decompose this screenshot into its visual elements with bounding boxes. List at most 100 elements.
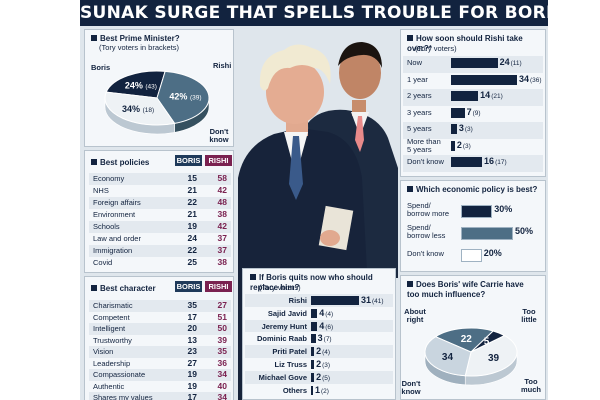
how-soon-bracket-more-than-5-years: (3)	[462, 142, 471, 150]
policies-rishi-nhs: 42	[217, 185, 227, 195]
character-row-band	[89, 300, 231, 312]
replace-bar-others	[311, 385, 313, 395]
policies-label-nhs: NHS	[93, 186, 109, 195]
replace-bar-priti-patel	[311, 347, 315, 357]
best-pm-bracket-boris: (43)	[145, 84, 157, 91]
replace-label-sajid-javid: Sajid Javid	[267, 308, 307, 318]
replace-value-others: 1(2)	[315, 385, 329, 395]
replace-value-liz-truss: 2(3)	[316, 359, 330, 369]
policies-rishi-schools: 42	[217, 221, 227, 231]
how-soon-bar-3-years	[451, 107, 465, 118]
bullet-square-icon	[250, 274, 256, 280]
character-boris-vision: 23	[187, 346, 197, 356]
carrie-value-too-little: 5	[484, 337, 490, 348]
replace-row-band	[245, 319, 393, 333]
policies-rishi-economy: 58	[217, 173, 227, 183]
replace-value-number-priti-patel: 2	[316, 346, 322, 357]
how-soon-value-2-years: 14(21)	[480, 90, 503, 100]
character-boris-charismatic: 35	[187, 300, 197, 310]
carrie-label-too-much-1: much	[521, 385, 541, 394]
economic-policy-bar-don-t-know	[461, 249, 482, 262]
carrie-label-about-right-1: right	[407, 315, 424, 324]
bullet-square-icon	[91, 35, 97, 41]
how-soon-bracket-3-years: (9)	[472, 109, 481, 117]
best-pm-value-don-t-know: 34% (18)	[122, 104, 154, 114]
carrie-label-too-little-0: Too	[522, 307, 536, 316]
economic-policy-panel: Which economic policy is best? Spend/bor…	[400, 180, 546, 272]
carrie-panel: Does Boris' wife Carrie have too much in…	[400, 275, 546, 400]
policies-row-band	[89, 173, 231, 185]
carrie-label-don-t-know-1: know	[401, 387, 420, 396]
character-label-vision: Vision	[93, 347, 114, 356]
carrie-value-about-right: 22	[461, 334, 473, 345]
replace-bar-jeremy-hunt	[311, 321, 318, 331]
replace-label-dominic-raab: Dominic Raab	[256, 334, 307, 344]
best-pm-label-boris: Boris	[91, 63, 110, 72]
replace-label-others: Others	[282, 385, 307, 395]
carrie-label-too-much-0: Too	[524, 377, 538, 386]
how-soon-bar-5-years	[451, 124, 457, 134]
economic-policy-bar-spend-borrow-more	[461, 205, 493, 218]
replace-value-rishi: 31(41)	[361, 295, 384, 305]
how-soon-bracket-1-year: (36)	[530, 76, 542, 84]
bullet-square-icon	[407, 186, 413, 192]
replace-bracket-rishi: (41)	[372, 298, 384, 305]
policies-row-band	[89, 245, 231, 257]
economic-policy-value-spend-borrow-more: 30%	[494, 204, 512, 214]
character-col-boris: BORIS	[175, 281, 202, 292]
character-boris-competent: 17	[187, 311, 197, 322]
replace-label-rishi: Rishi	[288, 296, 307, 305]
how-soon-value-don-t-know: 16(17)	[484, 156, 507, 166]
how-soon-label-more-than-5-years-1: 5 years	[407, 144, 432, 154]
character-label-compassionate: Compassionate	[93, 370, 146, 379]
how-soon-label-now: Now	[407, 58, 423, 67]
how-soon-value-1-year: 34(36)	[519, 74, 542, 84]
how-soon-label-don-t-know: Don't know	[407, 157, 444, 166]
replace-value-number-others: 1	[315, 384, 321, 395]
carrie-slice-about-right	[434, 327, 495, 353]
character-label-authentic: Authentic	[93, 381, 125, 391]
character-row-band	[89, 323, 231, 335]
replace-label-priti-patel: Priti Patel	[272, 347, 307, 357]
policies-col-rishi: RISHI	[205, 155, 232, 166]
how-soon-value-number-5-years: 3	[458, 123, 464, 133]
how-soon-bracket-5-years: (3)	[464, 126, 473, 133]
best-policies-panel: Best policies BORIS RISHI Economy 15 58 NHS 21…	[84, 150, 234, 273]
how-soon-bracket-don-t-know: (17)	[495, 159, 507, 166]
how-soon-value-number-more-than-5-years: 2	[456, 139, 462, 150]
replace-value-number-liz-truss: 2	[316, 359, 322, 369]
economic-policy-value-number-spend-borrow-less: 50%	[515, 226, 534, 236]
replace-label-jeremy-hunt: Jeremy Hunt	[261, 321, 307, 331]
replace-bracket-liz-truss: (3)	[322, 362, 331, 369]
how-soon-value-number-don-t-know: 16	[484, 156, 495, 166]
character-col-rishi: RISHI	[205, 281, 232, 292]
how-soon-bar-don-t-know	[451, 157, 483, 167]
best-pm-subtitle: (Tory voters in brackets)	[99, 43, 180, 52]
carrie-label-about-right-0: About	[404, 307, 426, 316]
best-pm-panel: Best Prime Minister? (Tory voters in bra…	[84, 29, 234, 147]
character-label-shares-my-values: Shares my values	[93, 393, 153, 400]
carrie-label-too-little-1: little	[521, 315, 536, 324]
replace-row-band	[245, 345, 393, 358]
policies-row-band	[89, 197, 231, 209]
policies-boris-economy: 15	[187, 173, 197, 183]
carrie-value-don-t-know: 34	[442, 352, 454, 363]
bullet-square-icon	[407, 281, 413, 287]
policies-label-law-and-order: Law and order	[93, 234, 141, 243]
economic-policy-value-number-don-t-know: 20%	[483, 248, 502, 258]
economic-policy-bar-spend-borrow-less	[461, 227, 513, 240]
character-boris-trustworthy: 13	[187, 334, 197, 345]
carrie-pie: 22 53934AboutrightToolittleToomuchDon'tkn…	[401, 307, 541, 396]
replace-value-number-rishi: 31	[361, 295, 372, 305]
character-rishi-intelligent: 50	[217, 323, 227, 333]
policies-rishi-immigration: 37	[217, 245, 227, 255]
policies-rishi-environment: 38	[217, 209, 227, 219]
replace-value-number-michael-gove: 2	[316, 371, 322, 382]
how-soon-title: How soon should Rishi take over?*	[407, 34, 523, 53]
how-soon-bar-more-than-5-years	[451, 140, 455, 151]
character-row-band	[89, 392, 231, 400]
best-pm-bracket-rishi: (39)	[190, 95, 202, 102]
replace-bar-dominic-raab	[311, 334, 316, 344]
how-soon-label-1-year: 1 year	[407, 74, 428, 84]
replace-bracket-dominic-raab: (7)	[323, 336, 332, 344]
